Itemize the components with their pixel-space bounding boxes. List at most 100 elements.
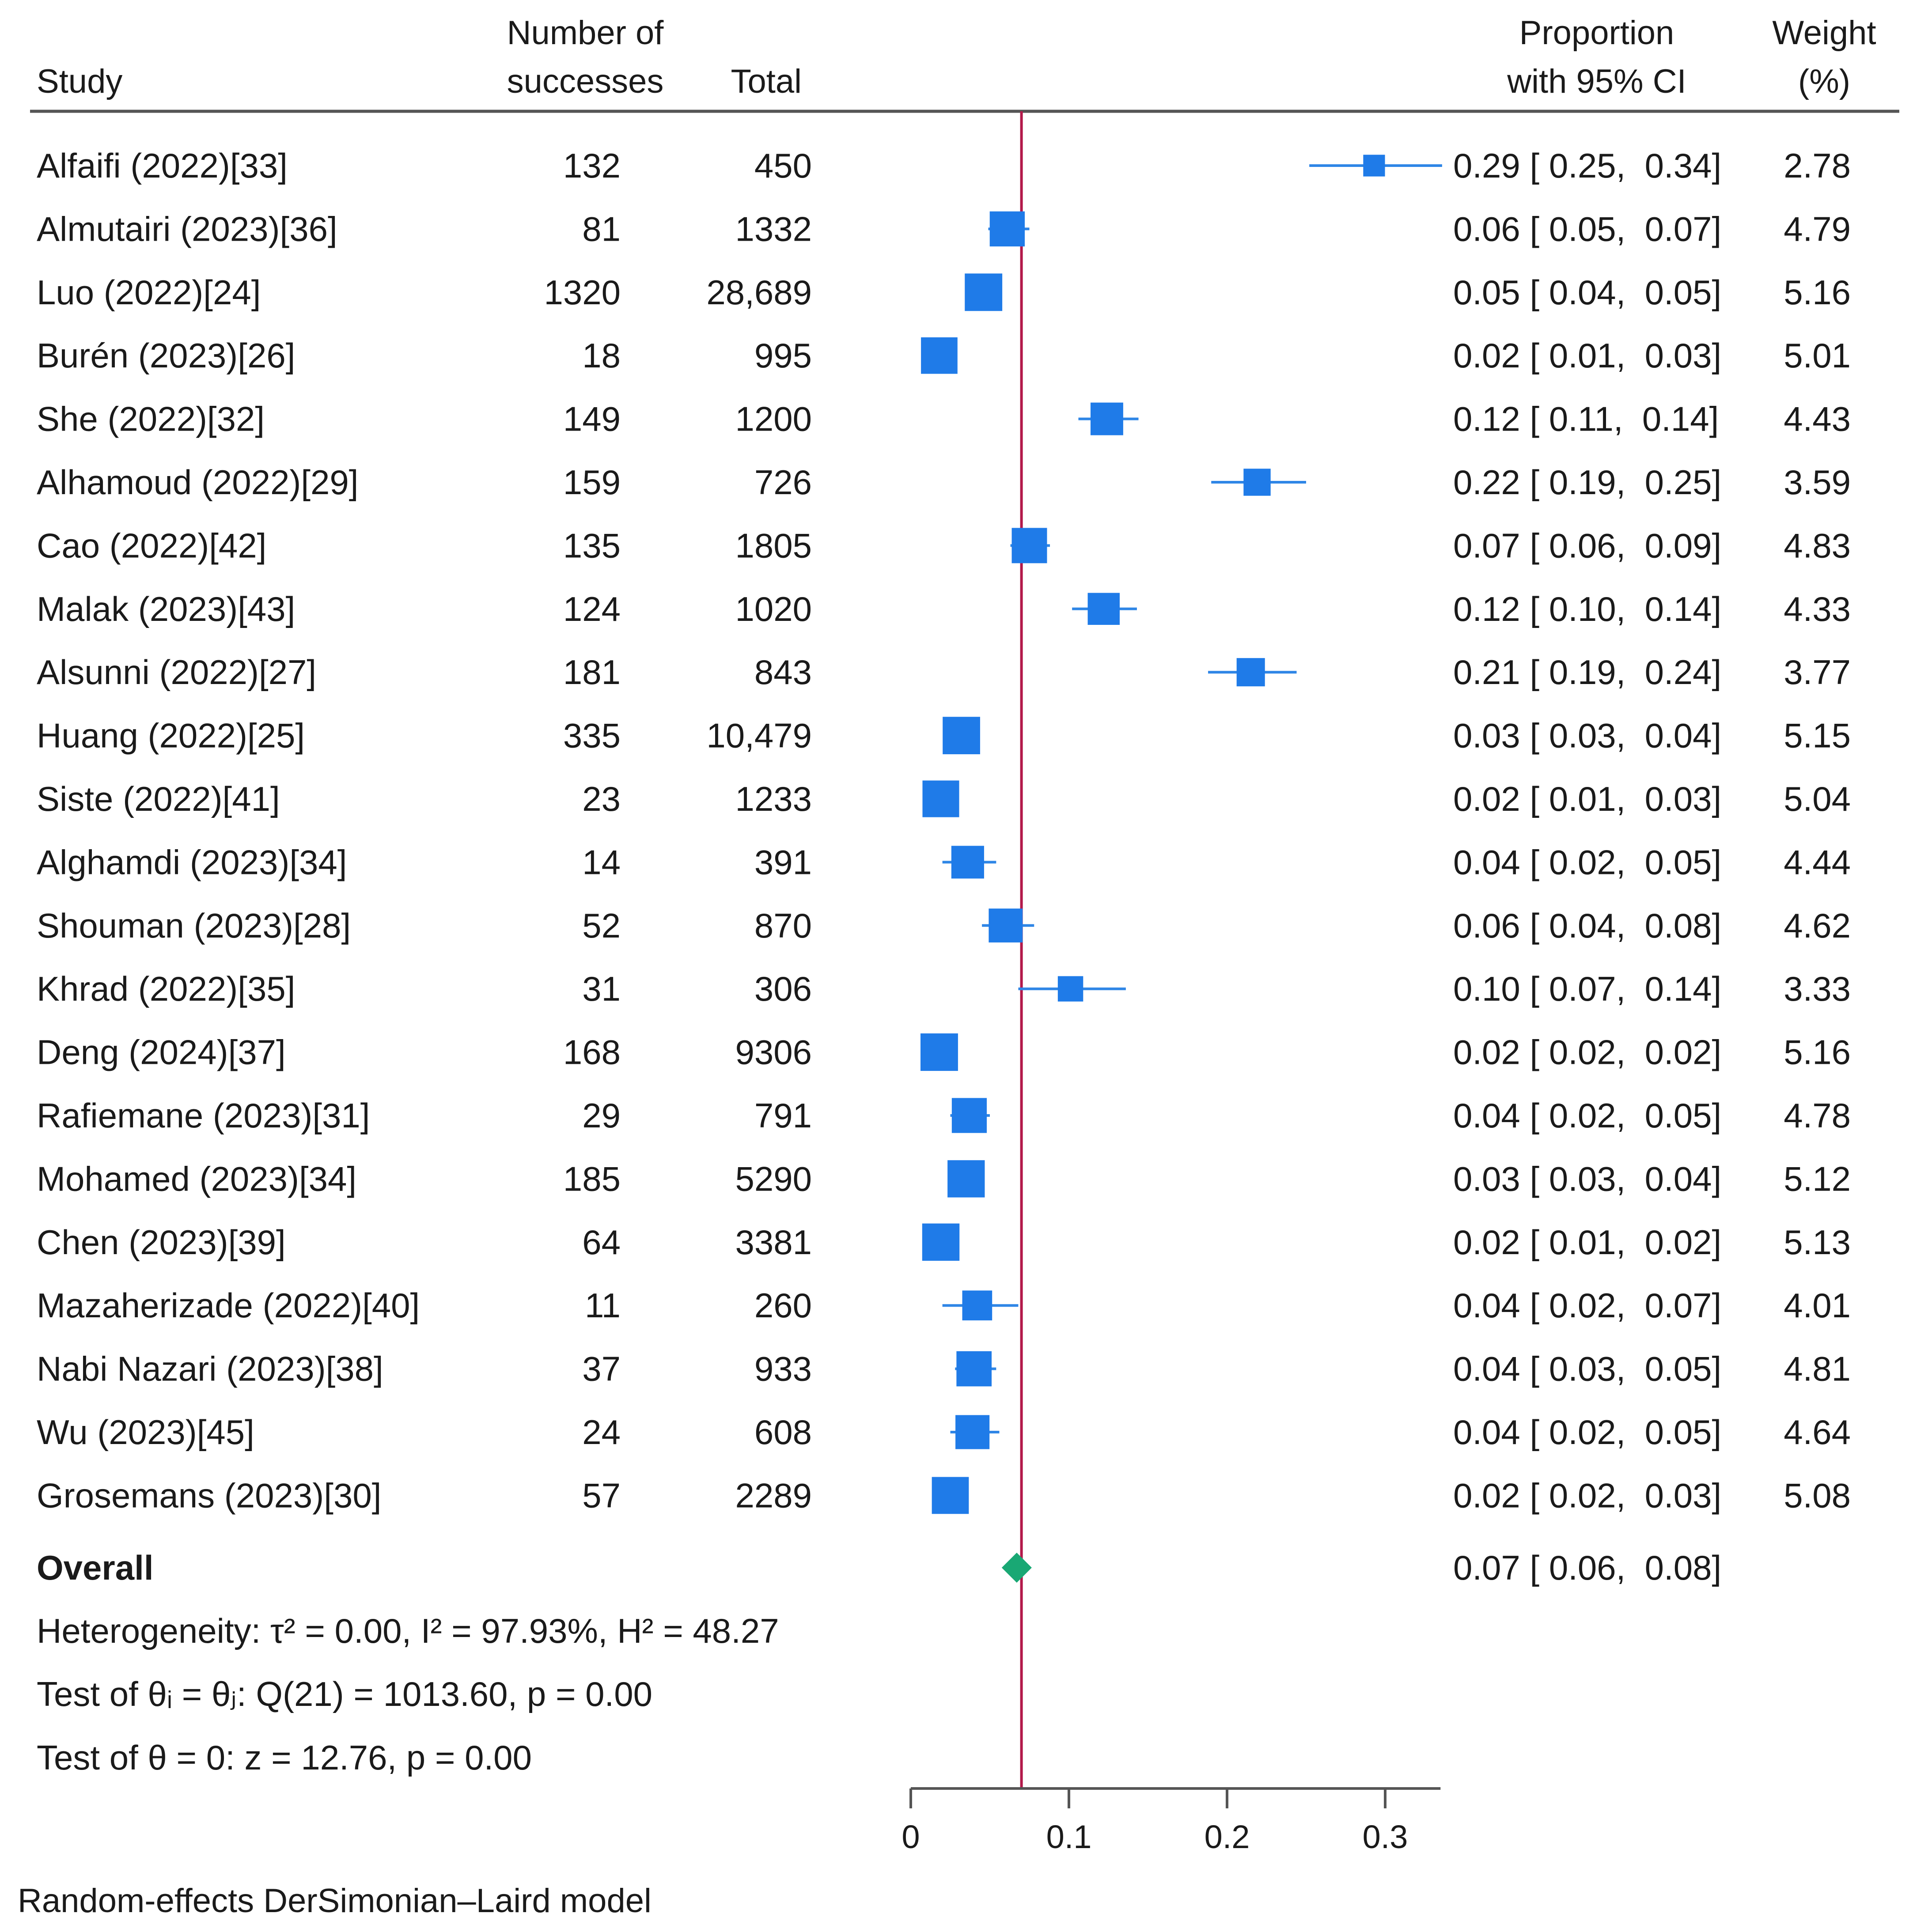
table-row: Siste (2022)[41] 23 1233 0.02 [ 0.01, 0.03]…	[37, 779, 1851, 818]
proportion-ci-value: 0.22 [ 0.19, 0.25]	[1453, 463, 1721, 502]
proportion-ci-value: 0.04 [ 0.02, 0.05]	[1453, 843, 1721, 881]
successes-value: 14	[582, 843, 621, 881]
weight-value: 4.01	[1784, 1286, 1851, 1325]
weight-value: 4.81	[1784, 1350, 1851, 1388]
proportion-ci-value: 0.02 [ 0.01, 0.03]	[1453, 779, 1721, 818]
header-study: Study	[37, 63, 122, 100]
table-row: Huang (2022)[25] 335 10,479 0.03 [ 0.03, 0.…	[37, 716, 1851, 755]
proportion-ci-value: 0.04 [ 0.02, 0.05]	[1453, 1413, 1721, 1452]
study-name: Burén (2023)[26]	[37, 336, 295, 375]
weight-value: 5.12	[1784, 1159, 1851, 1198]
study-marker	[947, 1160, 985, 1198]
proportion-ci-value: 0.07 [ 0.06, 0.09]	[1453, 526, 1721, 565]
weight-value: 5.01	[1784, 336, 1851, 375]
study-marker	[922, 780, 959, 817]
x-tick-label: 0.2	[1205, 1819, 1250, 1855]
weight-value: 5.15	[1784, 716, 1851, 755]
total-value: 10,479	[706, 716, 812, 755]
total-value: 843	[754, 653, 812, 692]
table-row: Mohamed (2023)[34] 185 5290 0.03 [ 0.03, 0.…	[37, 1159, 1851, 1198]
successes-value: 29	[582, 1096, 621, 1135]
study-name: Alghamdi (2023)[34]	[37, 843, 347, 881]
proportion-ci-value: 0.02 [ 0.02, 0.03]	[1453, 1476, 1721, 1515]
total-value: 260	[754, 1286, 812, 1325]
proportion-ci-value: 0.04 [ 0.02, 0.07]	[1453, 1286, 1721, 1325]
table-row: Deng (2024)[37] 168 9306 0.02 [ 0.02, 0.02]…	[37, 1033, 1851, 1072]
total-value: 1020	[735, 590, 812, 628]
study-marker	[951, 846, 984, 879]
header-proportion-line2: with 95% CI	[1507, 63, 1686, 100]
proportion-ci-value: 0.06 [ 0.04, 0.08]	[1453, 906, 1721, 945]
weight-value: 5.16	[1784, 1033, 1851, 1072]
total-value: 3381	[735, 1223, 812, 1262]
total-value: 726	[754, 463, 812, 502]
table-row: Alsunni (2022)[27] 181 843 0.21 [ 0.19, 0.2…	[37, 653, 1851, 692]
study-name: Mohamed (2023)[34]	[37, 1159, 356, 1198]
table-row: Malak (2023)[43] 124 1020 0.12 [ 0.10, 0.14…	[37, 590, 1851, 628]
successes-value: 11	[585, 1286, 621, 1325]
weight-value: 4.79	[1784, 209, 1851, 248]
total-value: 933	[754, 1350, 812, 1388]
study-marker	[989, 908, 1023, 943]
total-value: 1332	[735, 209, 812, 248]
study-name: Cao (2022)[42]	[37, 526, 266, 565]
proportion-ci-value: 0.03 [ 0.03, 0.04]	[1453, 716, 1721, 755]
study-marker	[965, 273, 1003, 311]
total-value: 995	[754, 336, 812, 375]
weight-value: 3.33	[1784, 969, 1851, 1008]
weight-value: 2.78	[1784, 146, 1851, 185]
weight-value: 5.04	[1784, 779, 1851, 818]
study-marker	[989, 211, 1025, 247]
table-row: Grosemans (2023)[30] 57 2289 0.02 [ 0.02, 0…	[37, 1476, 1851, 1515]
proportion-ci-value: 0.06 [ 0.05, 0.07]	[1453, 209, 1721, 248]
study-marker	[955, 1415, 990, 1449]
total-value: 2289	[735, 1476, 812, 1515]
table-row: Almutairi (2023)[36] 81 1332 0.06 [ 0.05, 0…	[37, 209, 1851, 248]
weight-value: 4.33	[1784, 590, 1851, 628]
study-name: Rafiemane (2023)[31]	[37, 1096, 370, 1135]
x-tick-label: 0	[902, 1819, 920, 1855]
test-equal-text: Test of θᵢ = θⱼ: Q(21) = 1013.60, p = 0.…	[37, 1675, 652, 1713]
heterogeneity-text: Heterogeneity: τ² = 0.00, I² = 97.93%, H…	[37, 1611, 779, 1650]
header-weight-line1: Weight	[1772, 14, 1876, 52]
successes-value: 64	[582, 1223, 621, 1262]
header-weight-line2: (%)	[1798, 63, 1850, 100]
total-value: 1200	[735, 400, 812, 439]
successes-value: 23	[582, 779, 621, 818]
total-value: 1233	[735, 779, 812, 818]
study-name: Alfaifi (2022)[33]	[37, 146, 288, 185]
total-value: 608	[754, 1413, 812, 1452]
total-value: 1805	[735, 526, 812, 565]
header-total: Total	[731, 63, 802, 100]
weight-value: 4.43	[1784, 400, 1851, 439]
x-axis: 0 0.1 0.2 0.3	[902, 1787, 1441, 1855]
total-value: 9306	[735, 1033, 812, 1072]
table-row: Chen (2023)[39] 64 3381 0.02 [ 0.01, 0.02] 5…	[37, 1223, 1851, 1262]
successes-value: 31	[582, 969, 621, 1008]
successes-value: 185	[563, 1159, 621, 1198]
total-value: 306	[754, 969, 812, 1008]
weight-value: 4.64	[1784, 1413, 1851, 1452]
study-name: Malak (2023)[43]	[37, 590, 295, 628]
successes-value: 149	[563, 400, 621, 439]
study-name: Alsunni (2022)[27]	[37, 653, 316, 692]
proportion-ci-value: 0.03 [ 0.03, 0.04]	[1453, 1159, 1721, 1198]
header-proportion-line1: Proportion	[1519, 14, 1674, 52]
study-name: Luo (2022)[24]	[37, 273, 261, 312]
study-name: Wu (2023)[45]	[37, 1413, 254, 1452]
table-row: She (2022)[32] 149 1200 0.12 [ 0.11, 0.14] 4…	[37, 400, 1851, 439]
table-row: Alfaifi (2022)[33] 132 450 0.29 [ 0.25, 0.3…	[37, 146, 1851, 185]
table-row: Shouman (2023)[28] 52 870 0.06 [ 0.04, 0.08…	[37, 906, 1851, 945]
study-marker	[920, 1033, 958, 1071]
successes-value: 57	[582, 1476, 621, 1515]
x-tick-label: 0.1	[1046, 1819, 1092, 1855]
total-value: 391	[754, 843, 812, 881]
study-marker	[951, 1098, 987, 1133]
proportion-ci-value: 0.10 [ 0.07, 0.14]	[1453, 969, 1721, 1008]
total-value: 791	[754, 1096, 812, 1135]
overall-ci-value: 0.07 [ 0.06, 0.08]	[1453, 1548, 1721, 1587]
table-row: Alghamdi (2023)[34] 14 391 0.04 [ 0.02, 0.0…	[37, 843, 1851, 881]
study-marker	[1011, 528, 1047, 563]
overall-row: Overall 0.07 [ 0.06, 0.08]	[37, 1548, 1721, 1587]
